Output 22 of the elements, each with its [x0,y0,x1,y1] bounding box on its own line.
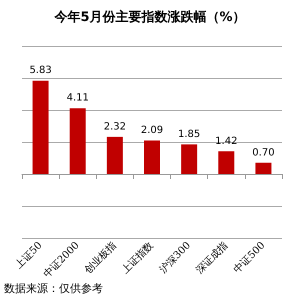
bar [255,162,272,174]
bar [144,140,160,174]
x-tick-label: 上证指数 [119,239,156,276]
data-label: 2.32 [104,121,126,132]
x-tick-label: 创业板指 [82,239,119,276]
bar [181,144,198,174]
x-tick-label: 沪深300 [156,239,194,276]
bar [32,80,49,174]
x-tick-label: 中证500 [231,239,268,276]
bar [106,136,123,174]
x-tick-label: 深证成指 [193,239,230,276]
x-tick-label: 上证50 [12,239,44,272]
bar [70,108,86,174]
data-label: 1.42 [215,136,238,147]
source-note: 数据来源：仅供参考 [4,282,103,295]
data-label: 0.70 [252,147,275,158]
data-label: 1.85 [178,128,200,140]
data-label: 2.09 [140,125,164,136]
data-label: 4.11 [66,92,89,104]
chart-title: 今年5月份主要指数涨跌幅（%） [53,9,246,25]
data-label: 5.83 [29,65,52,76]
bar [218,151,234,174]
